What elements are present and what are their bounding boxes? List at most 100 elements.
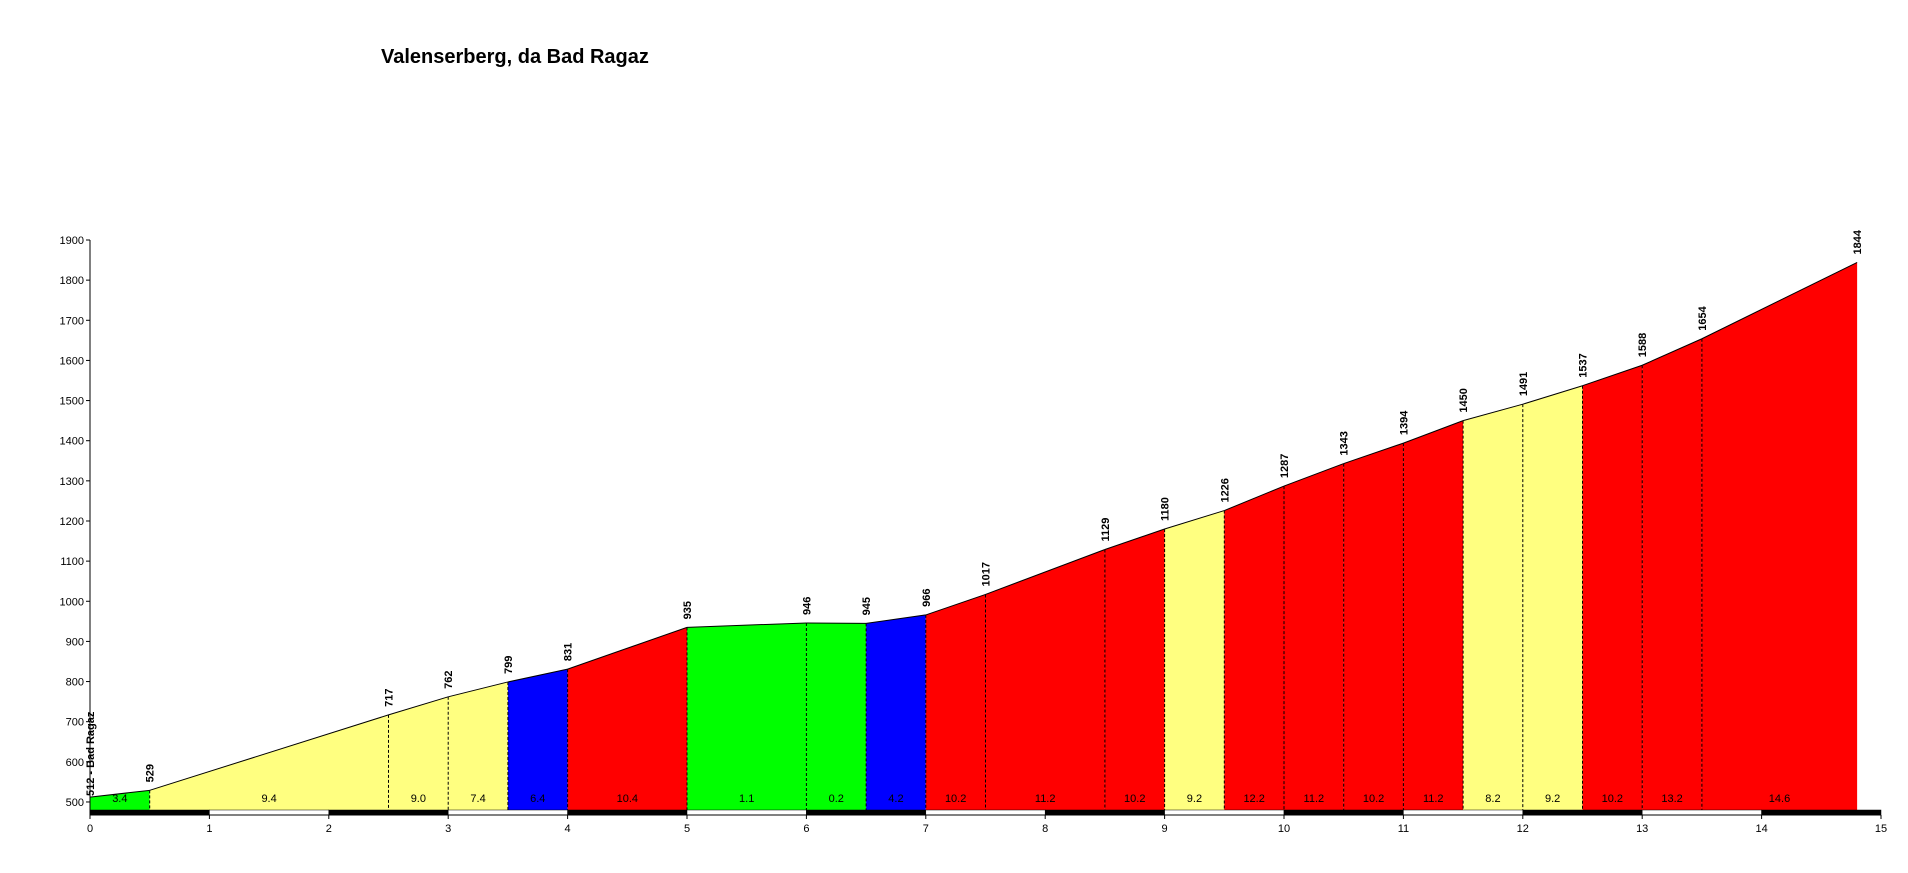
km-bar bbox=[1403, 809, 1524, 816]
segment bbox=[507, 669, 568, 810]
y-tick-label: 500 bbox=[66, 797, 84, 809]
profile-edge bbox=[1641, 338, 1703, 366]
km-bar bbox=[328, 809, 449, 816]
segment bbox=[925, 594, 986, 810]
elevation-label: 1537 bbox=[1578, 353, 1590, 377]
y-tick-label: 600 bbox=[66, 757, 84, 769]
gradient-label: 9.2 bbox=[1545, 793, 1560, 805]
y-tick-label: 800 bbox=[66, 677, 84, 689]
x-tick-label: 14 bbox=[1755, 823, 1767, 835]
elevation-label: 1129 bbox=[1100, 518, 1112, 542]
profile-edge bbox=[567, 626, 688, 670]
km-bar bbox=[89, 809, 210, 816]
segment bbox=[806, 622, 867, 810]
km-bar bbox=[1761, 809, 1882, 816]
km-bar bbox=[925, 809, 1046, 816]
km-bar bbox=[447, 809, 568, 816]
elevation-label: 831 bbox=[563, 643, 575, 661]
segment bbox=[1284, 463, 1344, 810]
elevation-label: 512 - Bad Ragaz bbox=[85, 711, 97, 796]
elevation-label: 1588 bbox=[1637, 333, 1649, 357]
x-tick-label: 0 bbox=[87, 823, 93, 835]
gradient-label: 10.2 bbox=[1124, 793, 1145, 805]
km-bar bbox=[686, 809, 807, 816]
gradient-label: 12.2 bbox=[1243, 793, 1264, 805]
x-tick-label: 15 bbox=[1875, 823, 1887, 835]
elevation-label: 945 bbox=[861, 597, 873, 615]
profile-edge bbox=[1224, 485, 1285, 512]
segment bbox=[1522, 385, 1583, 810]
profile-edge bbox=[1403, 420, 1464, 444]
km-bar bbox=[1164, 809, 1285, 816]
gradient-label: 0.2 bbox=[829, 793, 844, 805]
profile-edge bbox=[507, 668, 568, 683]
segment bbox=[567, 627, 687, 810]
gradient-label: 11.2 bbox=[1423, 793, 1444, 805]
gradient-label: 9.0 bbox=[411, 793, 426, 805]
profile-edge bbox=[1283, 463, 1344, 487]
x-tick-label: 7 bbox=[923, 823, 929, 835]
elevation-label: 1450 bbox=[1458, 388, 1470, 412]
x-tick-label: 13 bbox=[1636, 823, 1648, 835]
km-bar bbox=[1044, 809, 1165, 816]
y-tick-label: 1200 bbox=[60, 516, 84, 528]
segment bbox=[1224, 486, 1284, 810]
segment bbox=[388, 696, 449, 810]
elevation-label: 935 bbox=[682, 601, 694, 619]
elevation-label: 1491 bbox=[1518, 372, 1530, 396]
gradient-label: 11.2 bbox=[1304, 793, 1325, 805]
y-tick-label: 900 bbox=[66, 636, 84, 648]
profile-edge bbox=[388, 696, 449, 716]
elevation-label: 799 bbox=[503, 656, 515, 674]
y-tick-label: 1700 bbox=[60, 315, 84, 327]
gradient-label: 10.2 bbox=[945, 793, 966, 805]
x-tick-label: 9 bbox=[1162, 823, 1168, 835]
y-tick-label: 1600 bbox=[60, 355, 84, 367]
x-tick-label: 10 bbox=[1278, 823, 1290, 835]
y-tick-label: 1100 bbox=[60, 556, 84, 568]
segment bbox=[1642, 338, 1702, 810]
x-tick-label: 1 bbox=[206, 823, 212, 835]
segment bbox=[687, 622, 807, 810]
profile-edge bbox=[1701, 262, 1858, 340]
segment bbox=[1164, 510, 1225, 810]
km-bar bbox=[806, 809, 927, 816]
elevation-label: 717 bbox=[384, 689, 396, 707]
x-tick-label: 5 bbox=[684, 823, 690, 835]
profile-edge bbox=[925, 593, 986, 616]
segment bbox=[866, 614, 926, 810]
elevation-label: 1287 bbox=[1279, 454, 1291, 478]
y-tick-label: 1300 bbox=[60, 476, 84, 488]
segment bbox=[985, 549, 1105, 810]
segment bbox=[448, 681, 508, 810]
segment bbox=[1701, 262, 1858, 810]
gradient-label: 9.2 bbox=[1187, 793, 1202, 805]
y-tick-label: 700 bbox=[66, 717, 84, 729]
gradient-label: 1.1 bbox=[739, 793, 754, 805]
profile-edge bbox=[89, 789, 150, 798]
elevation-label: 1226 bbox=[1219, 478, 1231, 502]
km-bar bbox=[1641, 809, 1762, 816]
y-tick-label: 1900 bbox=[60, 235, 84, 247]
segment bbox=[90, 790, 150, 810]
y-tick-label: 1000 bbox=[60, 596, 84, 608]
elevation-label: 1343 bbox=[1339, 431, 1351, 455]
segment bbox=[1104, 529, 1165, 810]
elevation-label: 1017 bbox=[981, 562, 993, 586]
gradient-label: 6.4 bbox=[530, 793, 545, 805]
profile-edge bbox=[1164, 510, 1225, 530]
elevation-label: 1394 bbox=[1398, 410, 1410, 435]
gradient-label: 13.2 bbox=[1661, 793, 1682, 805]
segment bbox=[149, 714, 389, 810]
elevation-label: 762 bbox=[443, 670, 455, 688]
segment bbox=[1403, 420, 1464, 810]
gradient-label: 14.6 bbox=[1769, 793, 1790, 805]
gradient-label: 10.2 bbox=[1602, 793, 1623, 805]
chart-title: Valenserberg, da Bad Ragaz bbox=[381, 46, 649, 68]
km-bar bbox=[209, 809, 330, 816]
elevation-label: 1844 bbox=[1852, 229, 1864, 254]
profile-edge bbox=[1462, 403, 1523, 422]
x-tick-label: 4 bbox=[565, 823, 571, 835]
profile-edge bbox=[448, 681, 509, 698]
